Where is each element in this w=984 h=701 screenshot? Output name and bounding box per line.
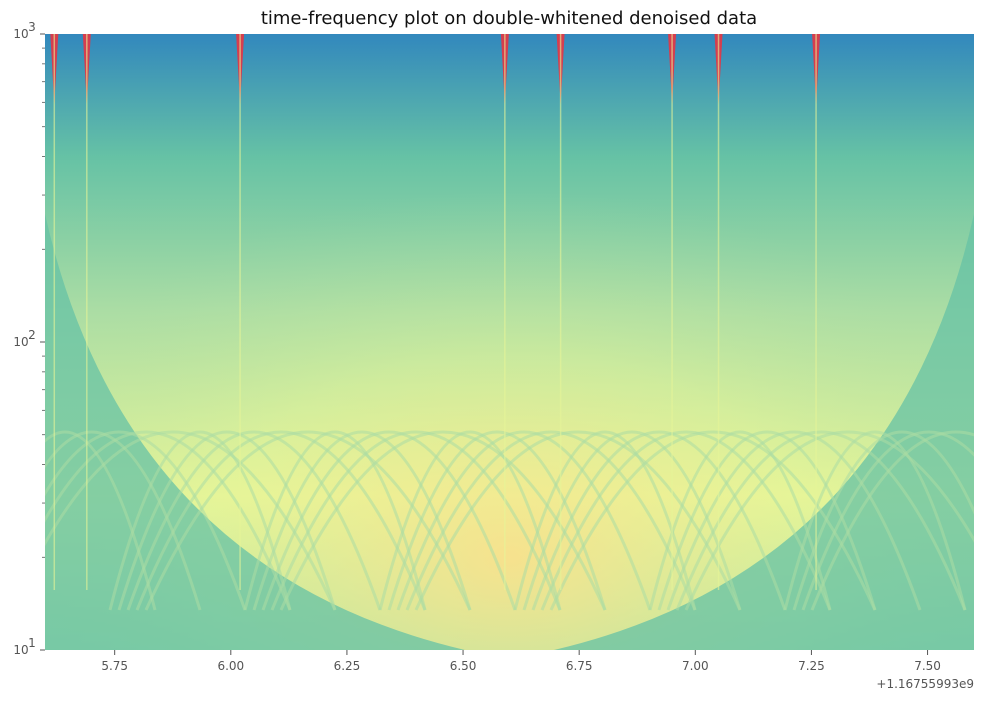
wavelet-arc bbox=[531, 430, 787, 611]
wavelet-arc bbox=[657, 430, 877, 611]
wavelet-arc bbox=[126, 430, 382, 611]
wavelet-arc bbox=[45, 430, 247, 611]
wavelet-arc bbox=[405, 430, 697, 611]
transient-spikes bbox=[50, 34, 821, 590]
wavelet-arc bbox=[144, 430, 472, 611]
wavelet-arc bbox=[279, 430, 607, 611]
wavelet-arc bbox=[135, 430, 427, 611]
wavelet-arc bbox=[387, 430, 607, 611]
x-tick-label: 7.00 bbox=[682, 659, 709, 673]
wavelet-arc bbox=[522, 430, 742, 611]
y-tick-label: 10 bbox=[13, 27, 28, 41]
y-tick-exponent: 3 bbox=[28, 20, 36, 34]
wavelet-arc bbox=[648, 430, 832, 611]
wavelet-arc bbox=[378, 430, 562, 611]
wavelet-arc bbox=[45, 430, 157, 611]
wavelet-arc bbox=[792, 430, 974, 611]
x-tick-label: 7.50 bbox=[914, 659, 941, 673]
wavelet-arc bbox=[540, 430, 832, 611]
wavelet-arc-pattern bbox=[45, 430, 974, 611]
wavelet-arc bbox=[45, 430, 337, 611]
wavelet-arc bbox=[675, 430, 967, 611]
wavelet-arc bbox=[513, 430, 697, 611]
wavelet-arc bbox=[108, 430, 292, 611]
x-tick-label: 7.25 bbox=[798, 659, 825, 673]
chart-title: time-frequency plot on double-whitened d… bbox=[261, 8, 757, 29]
x-tick-label: 5.75 bbox=[101, 659, 128, 673]
wavelet-arc bbox=[45, 430, 292, 611]
wavelet-arc bbox=[243, 430, 427, 611]
y-tick-label: 10 bbox=[13, 335, 28, 349]
wavelet-arc bbox=[684, 430, 974, 611]
wavelet-arc bbox=[666, 430, 922, 611]
wavelet-arc bbox=[270, 430, 562, 611]
wavelet-arc bbox=[549, 430, 877, 611]
left-edge-region bbox=[45, 214, 465, 650]
x-axis: 5.75 6.00 6.25 6.50 6.75 7.00 7.25 7.50 bbox=[101, 650, 941, 673]
x-tick-label: 6.50 bbox=[450, 659, 477, 673]
x-tick-label: 6.75 bbox=[566, 659, 593, 673]
wavelet-arc bbox=[396, 430, 652, 611]
wavelet-arc bbox=[45, 430, 202, 611]
wavelet-arc bbox=[261, 430, 517, 611]
wavelet-arc bbox=[117, 430, 337, 611]
x-tick-label: 6.25 bbox=[334, 659, 361, 673]
wavelet-arc bbox=[252, 430, 472, 611]
wavelet-arc bbox=[801, 430, 974, 611]
x-tick-label: 6.00 bbox=[217, 659, 244, 673]
y-tick-exponent: 1 bbox=[28, 636, 36, 650]
y-tick-label: 10 bbox=[13, 643, 28, 657]
wavelet-arc bbox=[783, 430, 967, 611]
x-offset-label: +1.16755993e9 bbox=[876, 677, 974, 691]
wavelet-arc bbox=[810, 430, 974, 611]
wavelet-arc bbox=[414, 430, 742, 611]
plot-area bbox=[45, 34, 974, 650]
y-tick-exponent: 2 bbox=[28, 328, 36, 342]
right-edge-region bbox=[554, 214, 974, 650]
